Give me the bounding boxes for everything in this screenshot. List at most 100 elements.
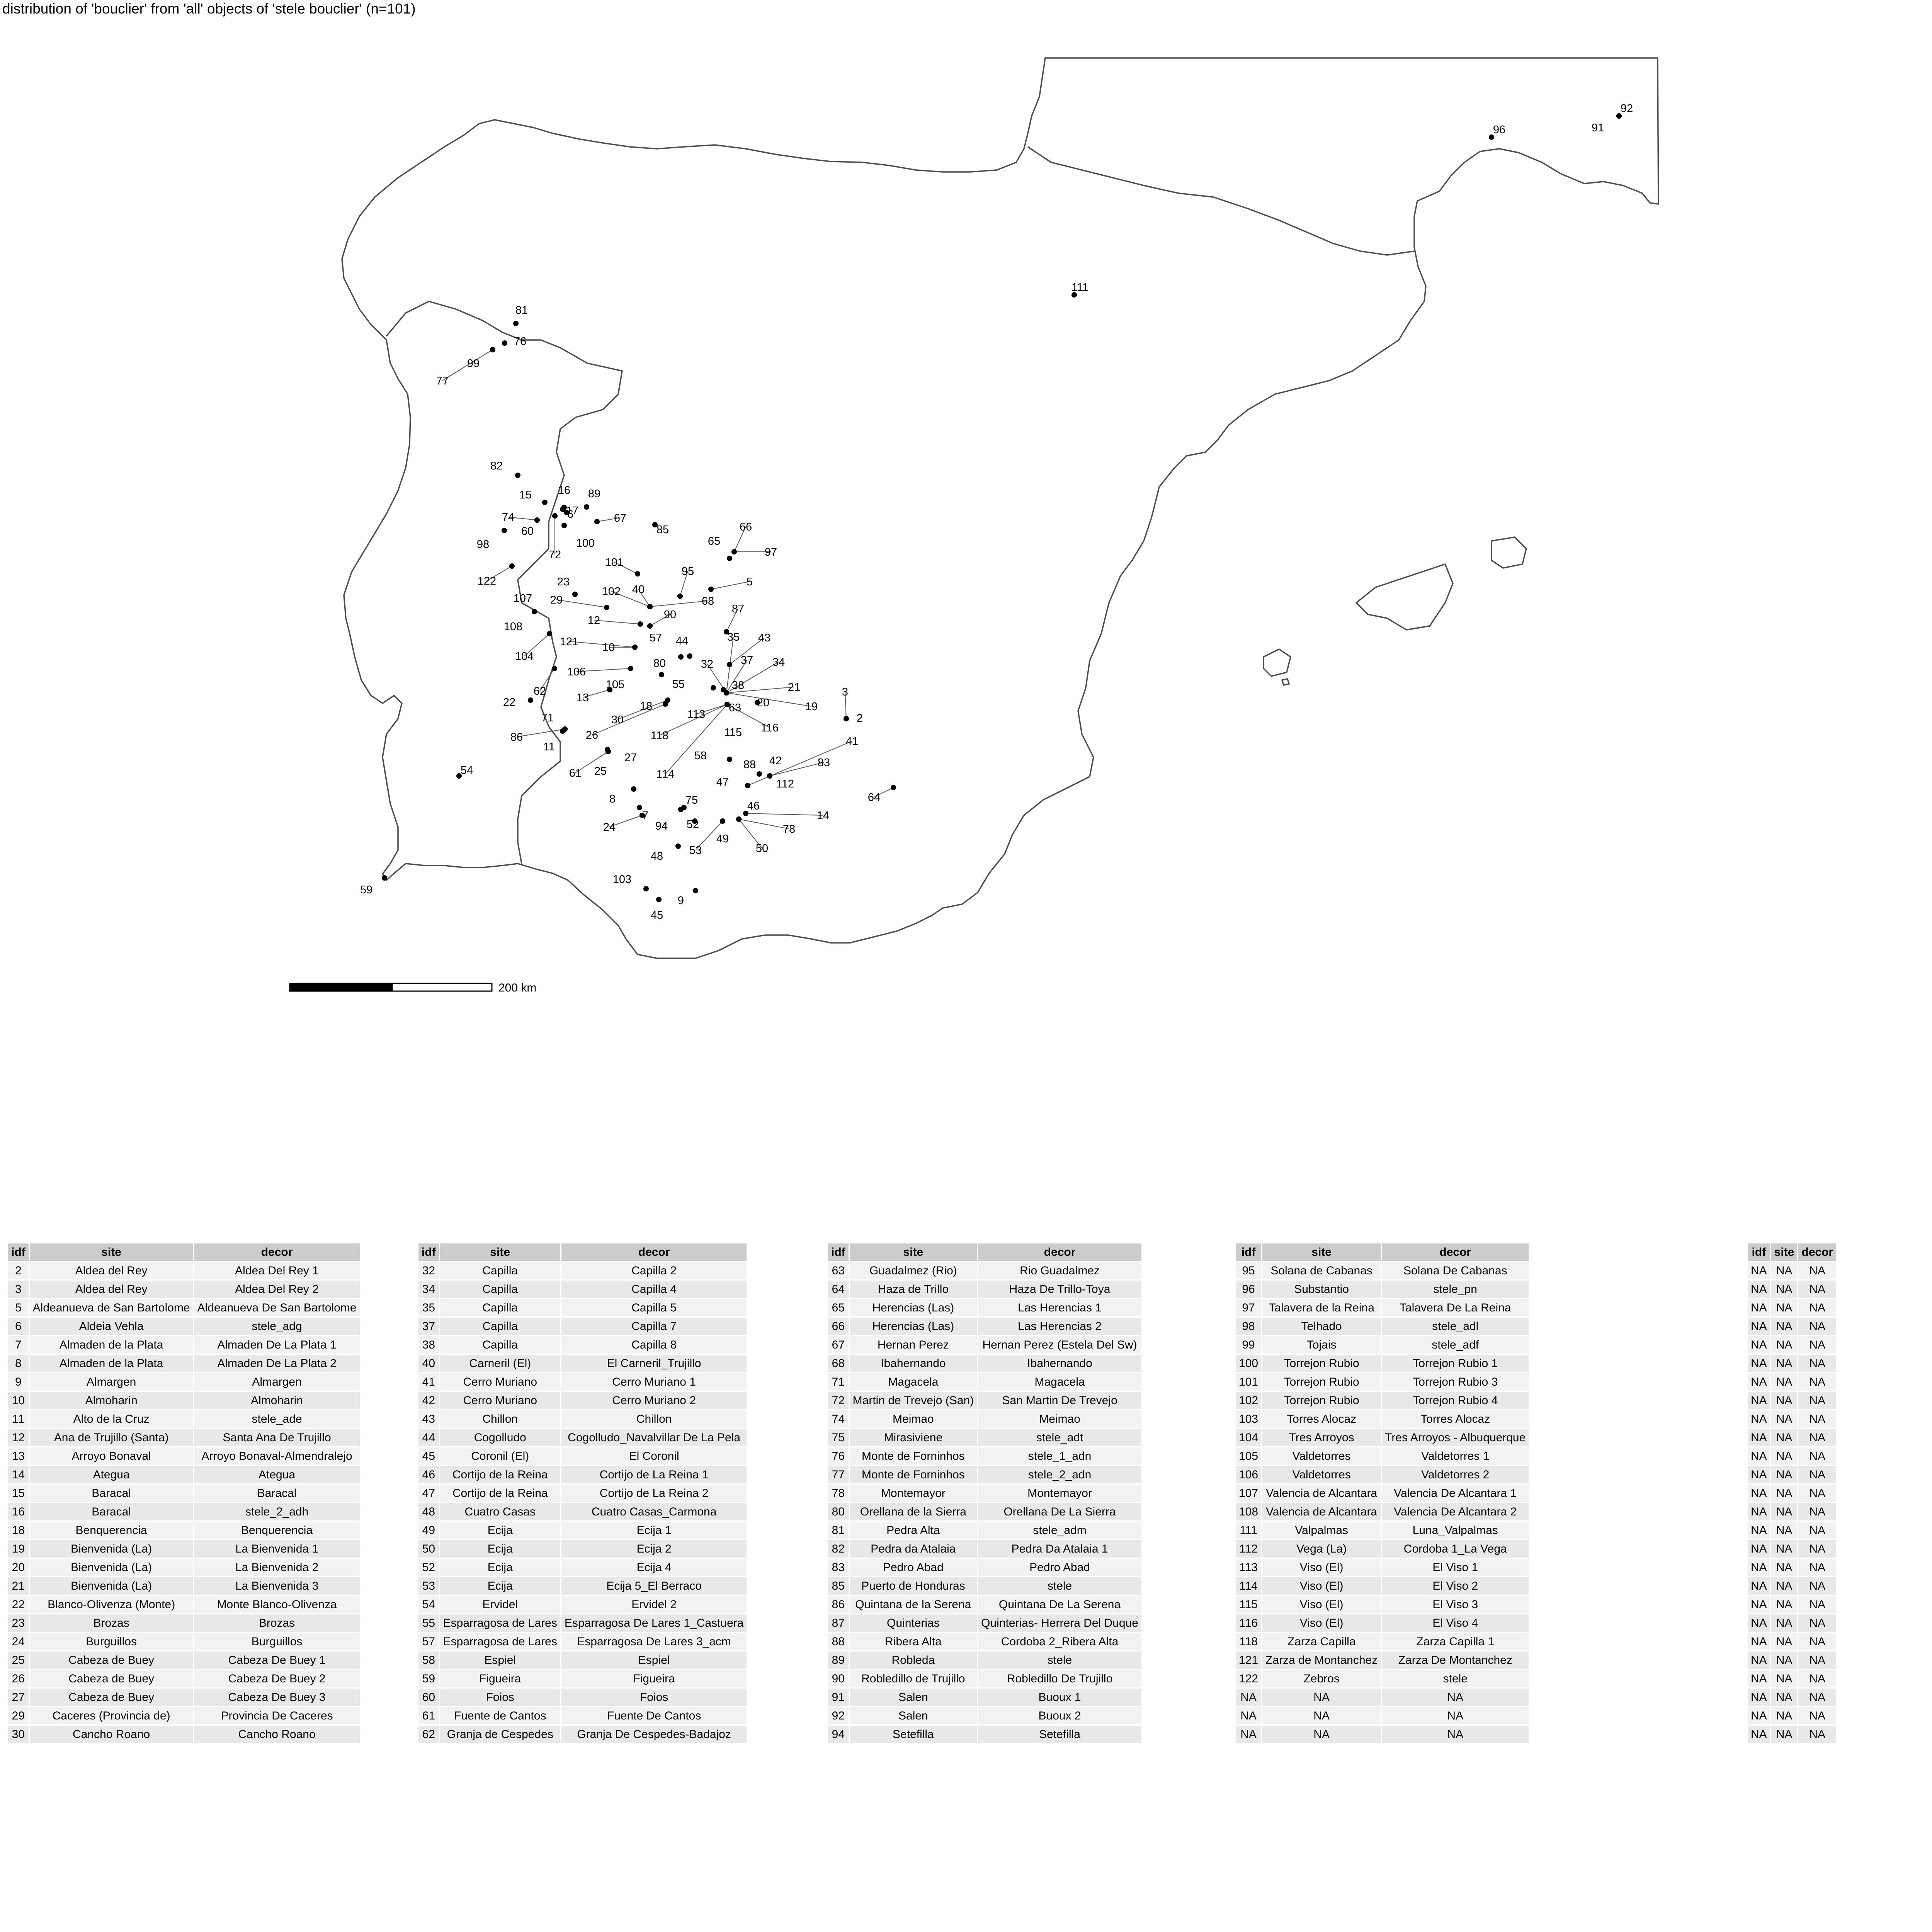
site-label-63: 63 [729,702,741,714]
table-row: NA NA NA [1748,1262,1837,1279]
table-cell-idf: 32 [418,1262,439,1279]
table-cell-idf: NA [1748,1447,1770,1465]
table-row: 48 Cuatro Casas Cuatro Casas_Carmona [418,1503,747,1520]
table-row: 53 Ecija Ecija 5_El Berraco [418,1577,747,1595]
table-row: NA NA NA [1236,1689,1529,1706]
table-row: 7 Almaden de la Plata Almaden De La Plata … [8,1336,360,1354]
table-cell-idf: 38 [418,1336,439,1354]
table-row: 37 Capilla Capilla 7 [418,1318,747,1335]
table-cell-site: Cabeza de Buey [29,1651,193,1669]
site-label-82: 82 [490,460,503,472]
leader-line-87 [726,608,738,632]
site-point-65 [727,556,732,561]
table-header-idf: idf [1236,1243,1262,1261]
site-label-74: 74 [502,511,514,524]
table-cell-site: Ibahernando [849,1355,977,1372]
table-cell-site: Mirasiviene [849,1429,977,1446]
table-cell-idf: 52 [418,1559,439,1576]
table-cell-site: Robleda [849,1651,977,1669]
site-point-15 [542,500,548,505]
site-label-88: 88 [743,759,756,771]
table-cell-site: Capilla [440,1299,560,1316]
table-cell-site: Quintana de la Serena [849,1596,977,1613]
leader-line-50 [738,819,762,849]
table-row: 41 Cerro Muriano Cerro Muriano 1 [418,1373,747,1391]
table-cell-site: Zebros [1262,1670,1381,1687]
leader-line-29 [556,599,607,608]
site-label-17: 17 [566,505,578,517]
table-row: 42 Cerro Muriano Cerro Muriano 2 [418,1392,747,1409]
table-cell-idf: NA [1748,1670,1770,1687]
table-row: NA NA NA [1748,1485,1837,1502]
leader-line-102 [611,591,650,607]
table-cell-idf: 122 [1236,1670,1262,1687]
table-cell-idf: 14 [8,1466,29,1483]
table-cell-decor: NA [1798,1633,1837,1650]
leader-line-118 [659,704,728,736]
table-cell-site: Puerto de Honduras [849,1577,977,1595]
table-cell-site: NA [1771,1559,1798,1576]
site-label-113: 113 [687,708,705,721]
site-label-91: 91 [1592,122,1604,134]
table-cell-site: Fuente de Cantos [440,1707,560,1725]
table-cell-site: Capilla [440,1281,560,1298]
table-header-decor: decor [978,1243,1141,1261]
table-cell-decor: NA [1798,1466,1837,1483]
table-cell-decor: NA [1798,1596,1837,1613]
site-point-85 [652,522,658,527]
table-cell-decor: Buoux 1 [978,1689,1141,1706]
table-row: NA NA NA [1748,1355,1837,1372]
table-header-site: site [440,1243,560,1261]
table-cell-idf: 108 [1236,1503,1262,1520]
leader-line-86 [516,729,565,737]
site-label-100: 100 [576,537,595,549]
table-row: 34 Capilla Capilla 4 [418,1281,747,1298]
table-header-idf: idf [418,1243,439,1261]
table-row: 58 Espiel Espiel [418,1651,747,1669]
table-cell-idf: 6 [8,1318,29,1335]
table-cell-idf: NA [1748,1522,1770,1539]
table-cell-site: NA [1771,1651,1798,1669]
table-row: 80 Orellana de la Sierra Orellana De La Si… [828,1503,1141,1520]
table-cell-decor: Las Herencias 1 [978,1299,1141,1316]
table-row: 76 Monte de Forninhos stele_1_adn [828,1447,1141,1465]
site-label-29: 29 [550,594,563,606]
table-cell-decor: Talavera De La Reina [1382,1299,1529,1316]
table-row: 30 Cancho Roano Cancho Roano [8,1726,360,1743]
table-cell-site: Cabeza de Buey [29,1670,193,1687]
site-label-35: 35 [727,631,740,643]
table-cell-decor: Cortijo de La Reina 2 [561,1485,747,1502]
table-cell-idf: 41 [418,1373,439,1391]
site-points [382,113,1622,902]
table-cell-decor: Torres Alocaz [1382,1410,1529,1428]
table-header-site: site [849,1243,977,1261]
table-row: NA NA NA [1236,1726,1529,1743]
portugal-spain-border [386,301,623,864]
table-cell-decor: San Martin De Trevejo [978,1392,1141,1409]
sites-table-4: idf site decor 95 Solana de Cabanas Solana De… [1235,1242,1530,1744]
table-cell-decor: Valdetorres 1 [1382,1447,1529,1465]
table-cell-decor: Luna_Valpalmas [1382,1522,1529,1539]
site-label-14: 14 [817,810,829,822]
table-cell-decor: Capilla 7 [561,1318,747,1335]
table-cell-idf: 112 [1236,1540,1262,1558]
formentera-island [1281,678,1290,686]
table-cell-idf: NA [1748,1726,1770,1743]
table-cell-decor: Capilla 8 [561,1336,747,1354]
table-cell-idf: 63 [828,1262,849,1279]
table-cell-decor: Brozas [194,1614,360,1632]
table-row: NA NA NA [1748,1596,1837,1613]
table-cell-idf: 75 [828,1429,849,1446]
table-row: 8 Almaden de la Plata Almaden De La Plata … [8,1355,360,1372]
table-row: 106 Valdetorres Valdetorres 2 [1236,1466,1529,1483]
table-cell-site: Bienvenida (La) [29,1577,193,1595]
table-row: 3 Aldea del Rey Aldea Del Rey 2 [8,1281,360,1298]
table-cell-site: Viso (El) [1262,1559,1381,1576]
table-cell-decor: Torrejon Rubio 1 [1382,1355,1529,1372]
table-cell-site: Montemayor [849,1485,977,1502]
table-cell-decor: Foios [561,1689,747,1706]
table-cell-decor: El Viso 2 [1382,1577,1529,1595]
leader-line-114 [665,704,728,774]
table-cell-decor: Cancho Roano [194,1726,360,1743]
site-label-5: 5 [747,576,753,588]
